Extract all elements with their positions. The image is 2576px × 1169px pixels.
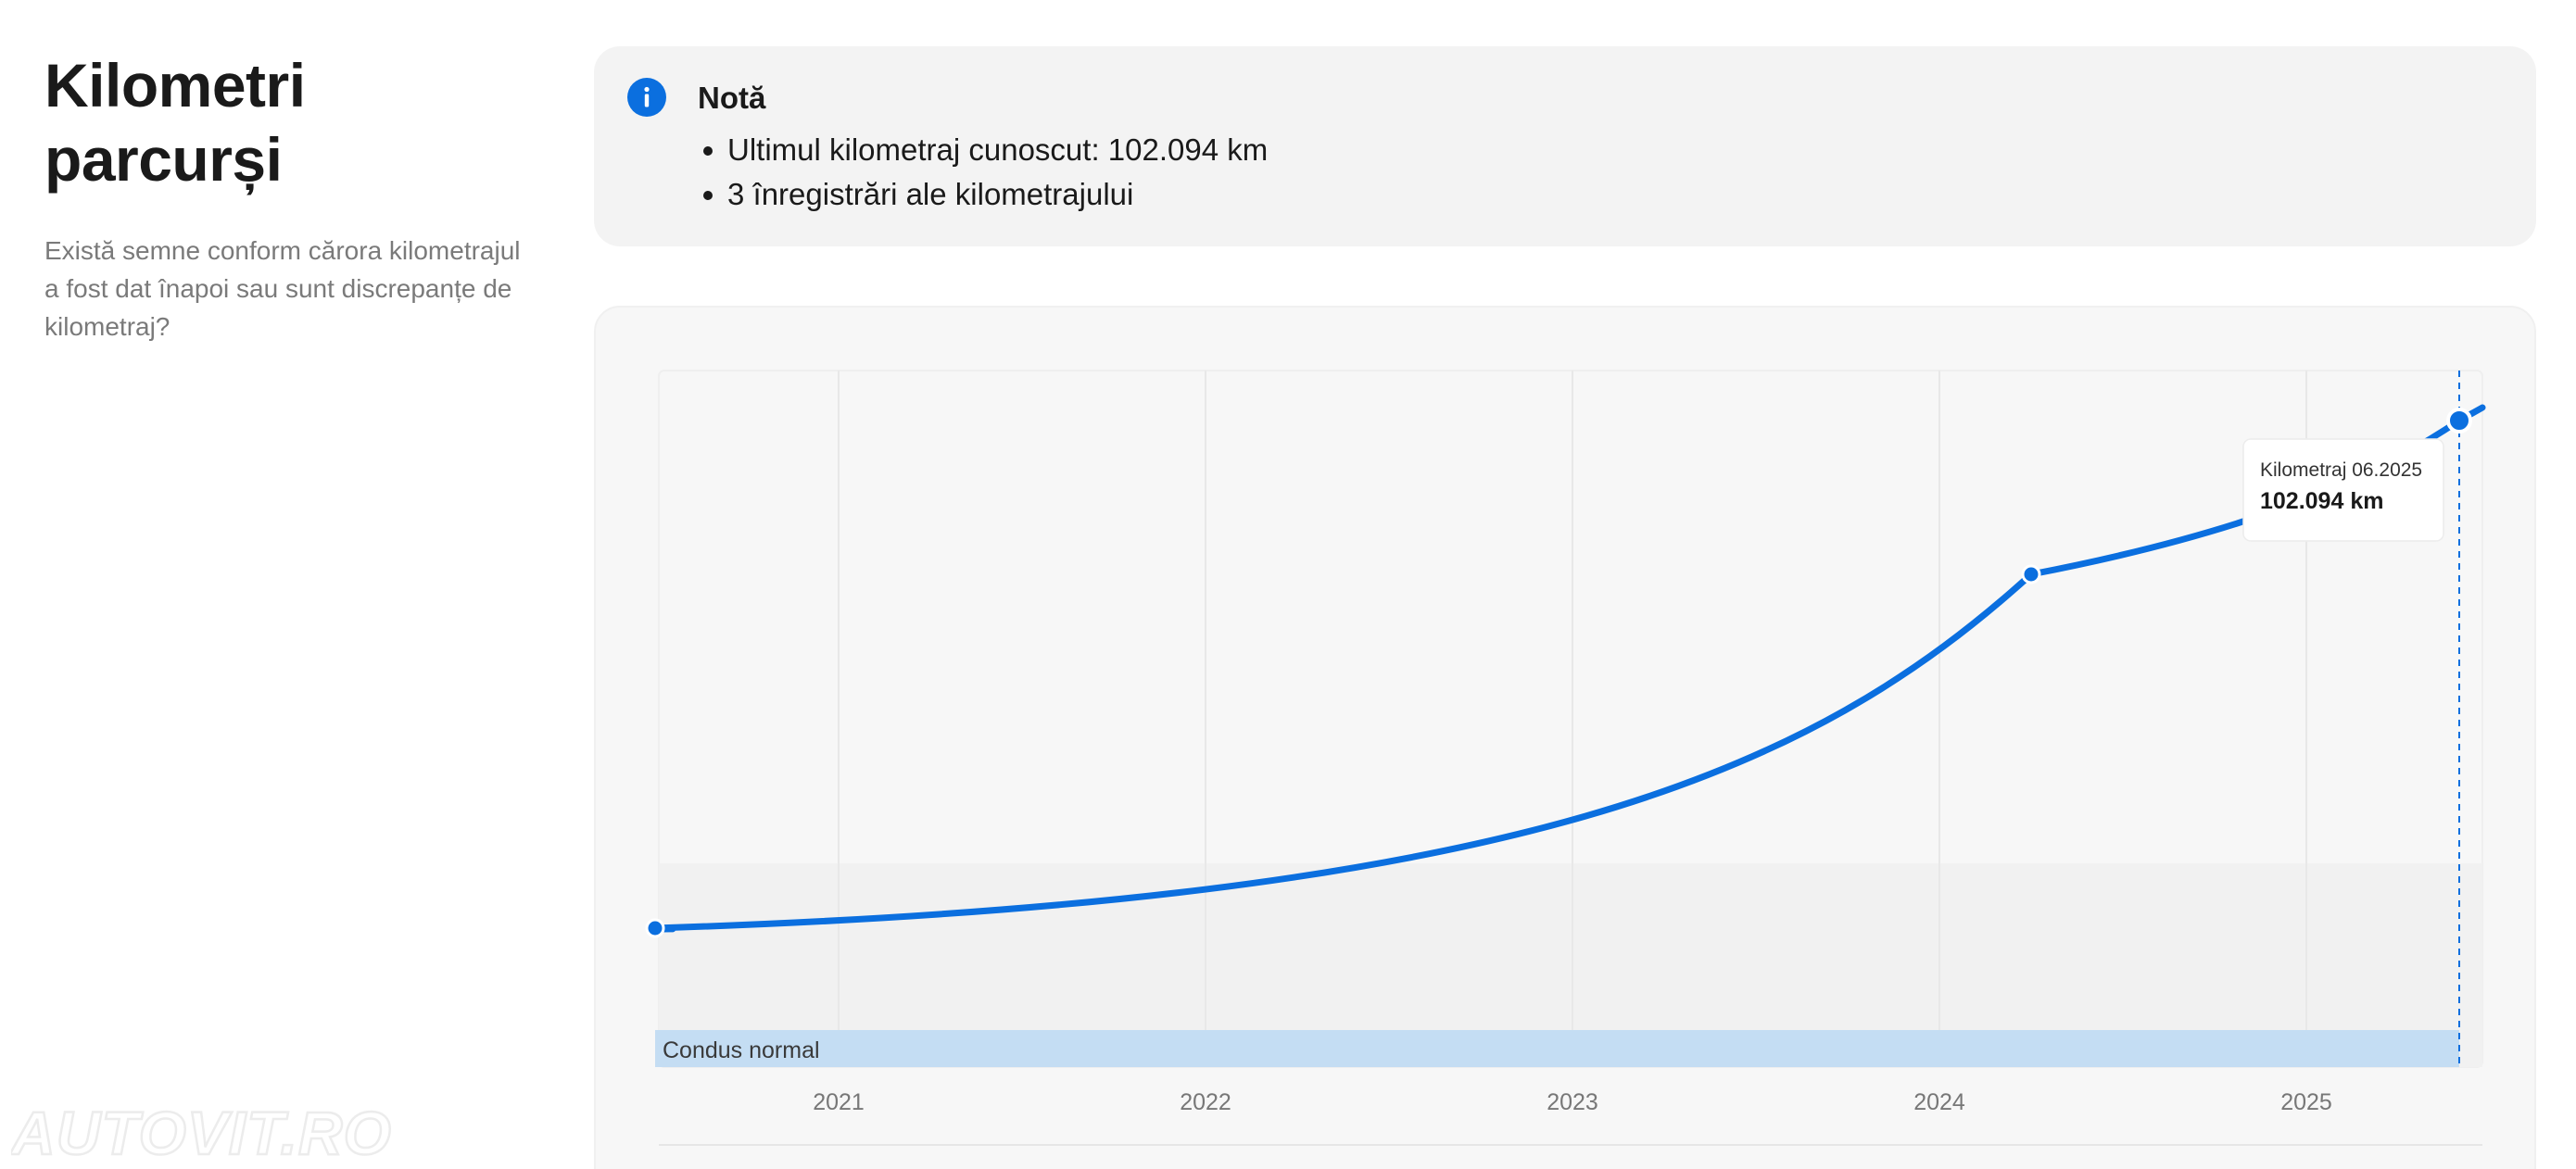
tooltip-value: 102.094 km bbox=[2260, 488, 2383, 514]
tooltip-label: Kilometraj 06.2025 bbox=[2260, 459, 2422, 481]
section-header: Kilometri parcurși Există semne conform … bbox=[44, 48, 526, 346]
section-title: Kilometri parcurși bbox=[44, 48, 526, 196]
section-title-line2: parcurși bbox=[44, 125, 283, 194]
tooltip-box bbox=[2242, 438, 2444, 542]
driving-band-label: Condus normal bbox=[663, 1037, 820, 1063]
note-item-last-mileage: Ultimul kilometraj cunoscut: 102.094 km bbox=[698, 128, 1268, 172]
note-box: Notă Ultimul kilometraj cunoscut: 102.09… bbox=[594, 46, 2536, 246]
note-item-records-count: 3 înregistrări ale kilometrajului bbox=[698, 172, 1268, 217]
driving-band bbox=[655, 1030, 2459, 1067]
svg-text:AUTOVIT.RO: AUTOVIT.RO bbox=[11, 1102, 392, 1167]
x-tick-label: 2025 bbox=[2280, 1089, 2332, 1115]
x-tick-label: 2022 bbox=[1180, 1089, 1231, 1115]
info-icon bbox=[627, 78, 666, 117]
x-tick-label: 2021 bbox=[813, 1089, 865, 1115]
mileage-chart-card: 2021 2022 2023 2024 2025 Condus normal Kilomet… bbox=[594, 306, 2536, 1169]
data-point bbox=[2446, 408, 2472, 434]
x-tick-label: 2023 bbox=[1547, 1089, 1598, 1115]
section-title-line1: Kilometri bbox=[44, 51, 306, 119]
autovit-watermark-logo: AUTOVIT.RO bbox=[11, 1102, 392, 1167]
data-point bbox=[645, 918, 665, 938]
data-point bbox=[2021, 564, 2041, 584]
x-tick-label: 2024 bbox=[1913, 1089, 1965, 1115]
note-list: Ultimul kilometraj cunoscut: 102.094 km … bbox=[698, 128, 1268, 217]
mileage-chart: 2021 2022 2023 2024 2025 Condus normal Kilomet… bbox=[645, 370, 2486, 1146]
section-description: Există semne conform cărora kilometrajul… bbox=[44, 236, 521, 341]
note-title: Notă bbox=[698, 81, 766, 115]
